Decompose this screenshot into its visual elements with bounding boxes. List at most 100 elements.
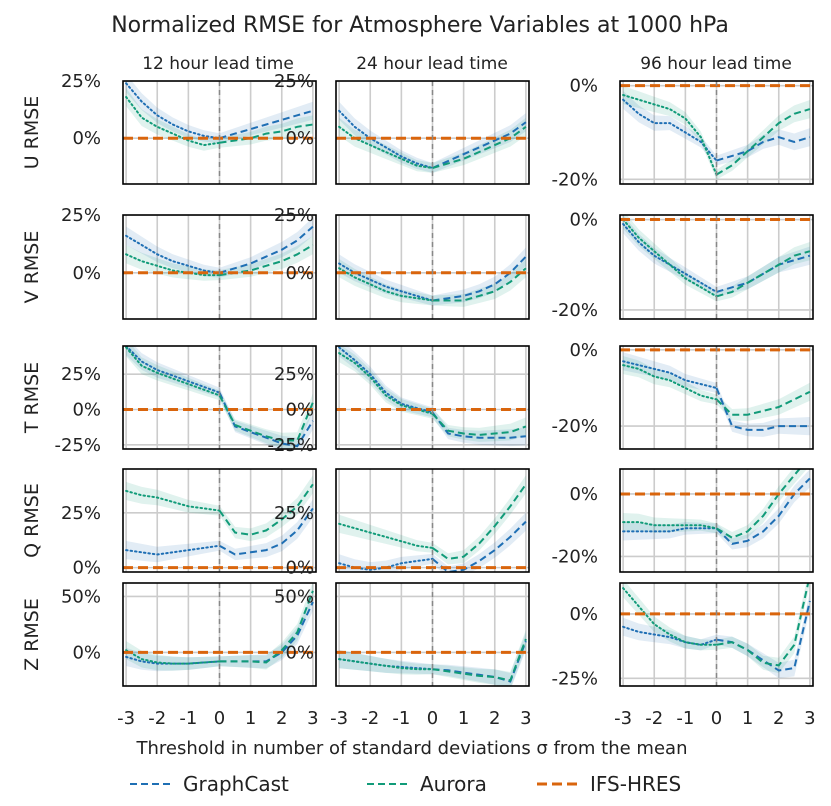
x-tick-label: -1 <box>392 708 410 729</box>
aurora-line-below-mean <box>338 522 434 549</box>
x-tick-label: -3 <box>117 708 135 729</box>
y-tick-label: 0% <box>72 399 101 420</box>
aurora-line-below-mean <box>125 346 221 397</box>
y-tick-label: 0% <box>569 340 598 361</box>
x-tick-label: -1 <box>179 708 197 729</box>
x-tick-label: -3 <box>614 708 632 729</box>
aurora-line-above-mean <box>219 123 314 144</box>
graphcast-band <box>126 81 313 144</box>
graphcast-band <box>623 352 810 437</box>
graphcast-line-above-mean <box>716 254 811 293</box>
aurora-band <box>339 629 526 686</box>
x-tick-label: 3 <box>307 708 318 729</box>
graphcast-line-below-mean <box>125 346 221 394</box>
x-tick-label: 2 <box>773 708 784 729</box>
panel-frame <box>619 214 814 320</box>
y-tick-label: 0% <box>569 484 598 505</box>
x-tick-label: 1 <box>742 708 753 729</box>
panel-t-rmse-96-hour-lead-time: 0% -20% <box>551 340 814 450</box>
y-tick-label: 0% <box>569 604 598 625</box>
y-tick-label: -20% <box>551 546 598 567</box>
aurora-line-above-mean <box>715 469 801 539</box>
y-tick-label: 25% <box>274 503 314 524</box>
y-tick-label: -20% <box>551 169 598 190</box>
y-tick-label: -25% <box>267 435 314 456</box>
panel-frame <box>122 214 317 320</box>
legend-graphcast-label: GraphCast <box>183 772 289 796</box>
aurora-band <box>126 88 313 151</box>
legend: GraphCast Aurora IFS-HRES <box>130 772 681 796</box>
graphcast-line-above-mean <box>715 387 810 431</box>
graphcast-band <box>623 592 810 679</box>
panel-frame <box>619 80 814 185</box>
aurora-band <box>623 356 810 421</box>
panel-frame <box>619 345 814 450</box>
aurora-line-above-mean <box>218 483 314 536</box>
panel-frame <box>619 468 814 573</box>
panel-frame <box>335 345 530 450</box>
graphcast-band <box>126 499 313 563</box>
aurora-line-above-mean <box>716 583 810 667</box>
aurora-line-above-mean <box>218 394 314 442</box>
graphcast-line-above-mean <box>716 136 811 162</box>
panel-t-rmse-12-hour-lead-time: -25% 0% 25% <box>54 345 317 456</box>
graphcast-line-above-mean <box>219 225 314 274</box>
y-tick-label: 0% <box>569 210 598 231</box>
panel-frame <box>335 80 530 185</box>
y-tick-label: 25% <box>61 205 101 226</box>
column-title-96h: 96 hour lead time <box>640 54 792 74</box>
row-label-t-rmse: T RMSE <box>21 362 43 434</box>
x-tick-label: 0 <box>214 708 225 729</box>
panel-frame <box>122 80 317 185</box>
y-tick-label: 50% <box>274 586 314 607</box>
graphcast-line-below-mean <box>125 234 221 274</box>
panel-frame <box>619 582 814 687</box>
y-tick-label: 25% <box>274 364 314 385</box>
aurora-line-above-mean <box>431 413 527 436</box>
aurora-line-below-mean <box>125 96 221 147</box>
graphcast-line-above-mean <box>431 520 527 572</box>
graphcast-band <box>339 512 526 572</box>
aurora-line-above-mean <box>219 590 314 664</box>
x-tick-label: -3 <box>330 708 348 729</box>
y-tick-label: 0% <box>285 263 314 284</box>
aurora-line-below-mean <box>125 649 221 665</box>
y-tick-label: 0% <box>285 642 314 663</box>
panel-t-rmse-24-hour-lead-time: -25% 0% 25% <box>267 345 530 456</box>
aurora-line-above-mean <box>432 267 527 302</box>
graphcast-line-below-mean <box>125 544 221 556</box>
panel-z-rmse-96-hour-lead-time: 0% -25% <box>551 582 814 689</box>
panel-z-rmse-12-hour-lead-time: 0% 50% <box>61 582 317 687</box>
panel-v-rmse-24-hour-lead-time: 0% 25% <box>274 205 530 320</box>
panel-q-rmse-12-hour-lead-time: 0% 25% <box>61 468 317 579</box>
graphcast-band <box>126 217 313 278</box>
graphcast-band <box>623 90 810 166</box>
graphcast-line-above-mean <box>432 121 527 169</box>
y-tick-label: 0% <box>72 263 101 284</box>
graphcast-band <box>623 215 810 297</box>
graphcast-line-above-mean <box>218 392 314 448</box>
graphcast-band <box>623 469 810 550</box>
graphcast-line-below-mean <box>125 82 221 140</box>
graphcast-band <box>339 632 526 686</box>
panel-u-rmse-96-hour-lead-time: 0% -20% <box>551 76 814 190</box>
graphcast-line-below-mean <box>338 109 434 169</box>
x-tick-label: 1 <box>245 708 256 729</box>
legend-ifs-hres-label: IFS-HRES <box>590 772 681 796</box>
panel-frame <box>122 582 317 687</box>
graphcast-line-above-mean <box>219 109 314 140</box>
y-tick-label: 0% <box>569 76 598 97</box>
aurora-line-below-mean <box>338 267 434 302</box>
y-tick-label: 0% <box>72 642 101 663</box>
x-tick-label: 2 <box>276 708 287 729</box>
x-tick-label: 1 <box>458 708 469 729</box>
x-axis-label: Threshold in number of standard deviatio… <box>136 738 688 759</box>
row-label-q-rmse: Q RMSE <box>21 483 43 558</box>
y-tick-label: 25% <box>61 503 101 524</box>
aurora-line-below-mean <box>338 658 434 671</box>
y-tick-label: 25% <box>61 71 101 92</box>
y-tick-label: 0% <box>285 399 314 420</box>
y-tick-label: -25% <box>54 435 101 456</box>
panel-frame <box>122 345 317 450</box>
